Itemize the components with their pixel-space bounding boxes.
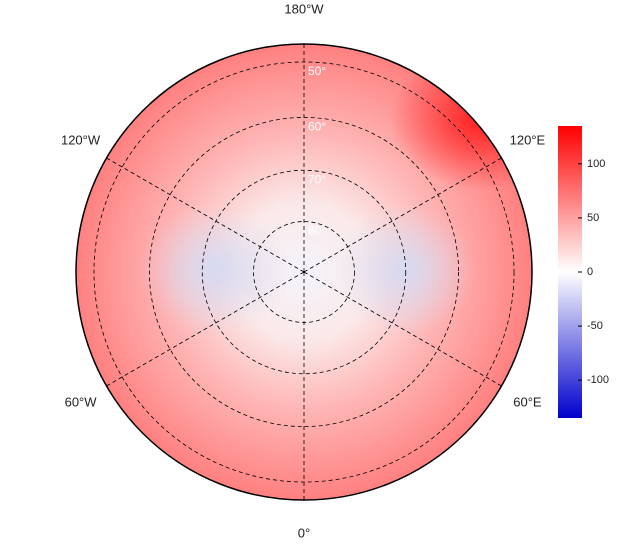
parallel-label: 60° bbox=[308, 120, 326, 134]
meridian bbox=[303, 157, 502, 273]
parallel-label: 70° bbox=[308, 172, 326, 186]
colorbar-tick-label: -100 bbox=[587, 374, 609, 386]
colorbar-tick-label: 50 bbox=[587, 212, 599, 224]
parallel-label: 50° bbox=[308, 64, 326, 78]
meridian-label: 0° bbox=[298, 525, 310, 540]
meridian-label: 120°W bbox=[61, 132, 101, 147]
meridian-label: 120°E bbox=[510, 132, 546, 147]
field bbox=[76, 44, 532, 500]
meridian-label: 180°W bbox=[284, 1, 324, 16]
colorbar-tick-label: 100 bbox=[587, 158, 605, 170]
colorbar-tick-label: -50 bbox=[587, 320, 603, 332]
meridian bbox=[303, 271, 502, 387]
meridian-label: 60°E bbox=[513, 394, 542, 409]
colorbar-tick-label: 0 bbox=[587, 266, 593, 278]
meridian bbox=[106, 157, 305, 273]
meridian-label: 60°W bbox=[65, 394, 98, 409]
meridian bbox=[106, 271, 305, 387]
parallel-label: 80° bbox=[308, 224, 326, 238]
